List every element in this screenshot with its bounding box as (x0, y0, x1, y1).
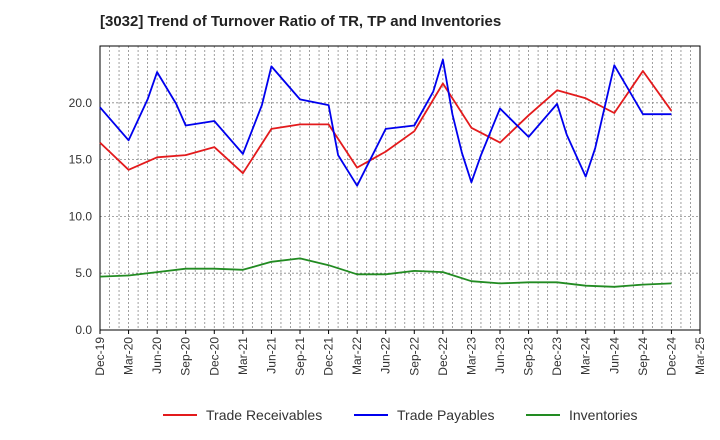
legend-item-trade-payables: Trade Payables (354, 404, 495, 426)
chart-title: [3032] Trend of Turnover Ratio of TR, TP… (100, 13, 502, 30)
legend-item-trade-receivables: Trade Receivables (163, 404, 322, 426)
legend-swatch-trade-payables (354, 414, 388, 416)
series-line-trade-payables (99, 58, 672, 187)
plot-frame (99, 45, 701, 331)
legend-item-inventories: Inventories (526, 404, 637, 426)
x-tick-label: Sep-23 (522, 337, 536, 376)
x-tick-label: Sep-21 (293, 337, 307, 376)
x-tick-label: Jun-24 (607, 337, 621, 374)
x-tick-label: Jun-20 (150, 337, 164, 374)
x-tick-label: Mar-23 (464, 337, 478, 375)
x-tick-label: Mar-21 (236, 337, 250, 375)
x-tick-label: Mar-22 (350, 337, 364, 375)
series-line-trade-receivables (99, 70, 673, 175)
x-tick-label: Dec-19 (93, 337, 107, 376)
x-tick-label: Mar-25 (693, 337, 707, 375)
x-tick-label: Jun-23 (493, 337, 507, 374)
series-layer (99, 58, 673, 288)
legend-label-inventories: Inventories (569, 407, 638, 423)
x-tick-label: Mar-20 (122, 337, 136, 375)
y-tick-label: 0.0 (75, 323, 92, 337)
x-tick-label: Sep-22 (407, 337, 421, 376)
y-tick-label: 5.0 (75, 266, 92, 280)
x-tick-label: Sep-24 (636, 337, 650, 376)
legend-swatch-inventories (526, 414, 560, 416)
x-tick-label: Dec-24 (664, 337, 678, 376)
legend-swatch-trade-receivables (163, 414, 197, 416)
y-tick-label: 15.0 (69, 153, 93, 167)
legend-label-trade-receivables: Trade Receivables (206, 407, 323, 423)
x-tick-label: Dec-22 (436, 337, 450, 376)
x-tick-label: Dec-21 (322, 337, 336, 376)
axis-layer: 0.0 5.0 10.0 15.0 20.0 Dec-19 Mar-20 Jun-20 Sep-… (69, 96, 707, 376)
x-tick-label: Sep-20 (179, 337, 193, 376)
legend-label-trade-payables: Trade Payables (397, 407, 495, 423)
x-tick-label: Jun-22 (379, 337, 393, 374)
x-tick-label: Dec-20 (207, 337, 221, 376)
grid-layer (100, 46, 700, 330)
x-tick-label: Dec-23 (550, 337, 564, 376)
series-line-inventories (99, 257, 672, 288)
y-tick-label: 10.0 (69, 209, 93, 223)
x-tick-label: Mar-24 (579, 337, 593, 375)
x-tick-label: Jun-21 (264, 337, 278, 374)
legend: Trade Receivables Trade Payables Invento… (0, 404, 720, 426)
y-tick-label: 20.0 (69, 96, 93, 110)
